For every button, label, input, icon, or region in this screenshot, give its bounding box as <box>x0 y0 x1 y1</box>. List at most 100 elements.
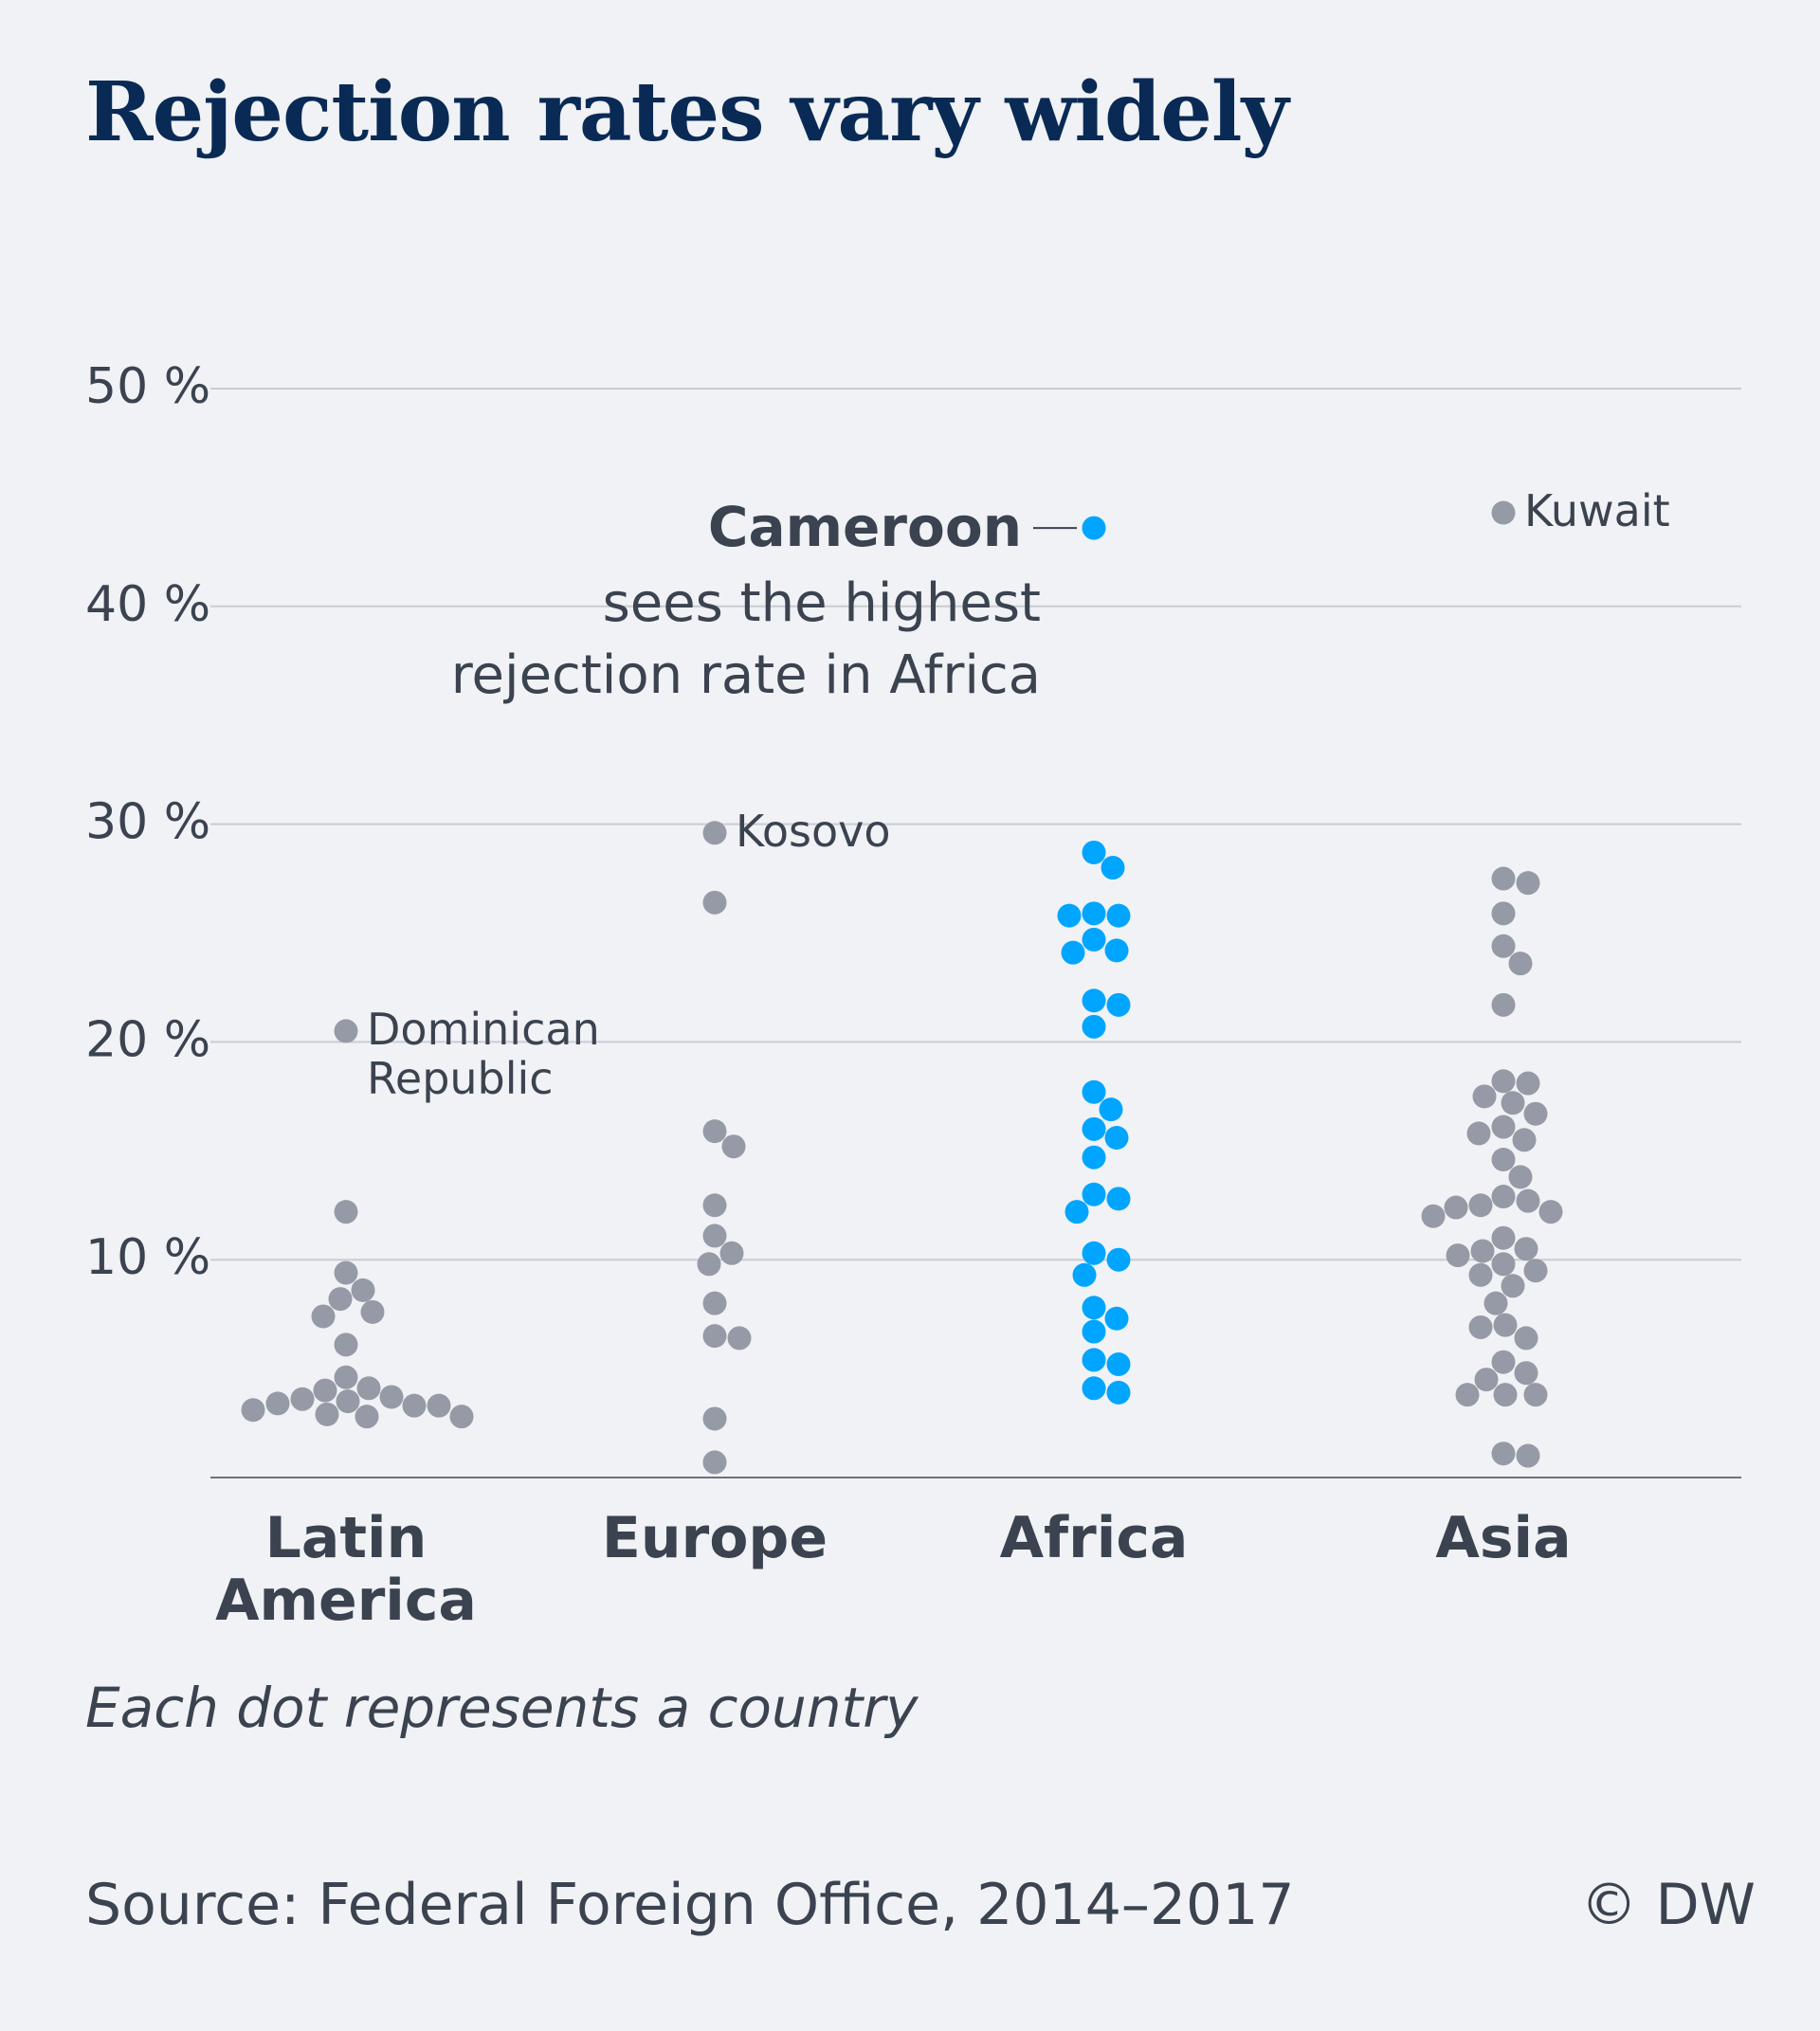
data-dot <box>702 1119 727 1144</box>
data-dot <box>702 890 727 915</box>
data-dot <box>1470 1239 1495 1263</box>
data-dot <box>1082 1376 1106 1401</box>
data-dot <box>1057 903 1082 928</box>
data-dot <box>1501 1274 1525 1298</box>
data-dot <box>1491 901 1516 926</box>
data-dot <box>1466 1121 1491 1146</box>
data-dot <box>1491 1115 1516 1139</box>
data-dot <box>1082 1241 1106 1265</box>
x-category-label: Europe <box>602 1505 828 1571</box>
data-dot <box>1491 992 1516 1017</box>
data-dot <box>360 1299 385 1324</box>
data-dot <box>1106 1247 1131 1272</box>
y-tick-label: 50 % <box>85 358 210 415</box>
data-dot <box>1491 1185 1516 1209</box>
data-dot <box>334 1365 358 1389</box>
data-dot <box>1491 1147 1516 1171</box>
data-dot <box>702 1291 727 1315</box>
data-dot <box>334 1333 358 1357</box>
data-dot <box>334 1200 358 1224</box>
data-dot <box>313 1378 337 1403</box>
data-dot <box>1065 1200 1089 1224</box>
data-dot <box>351 1278 375 1302</box>
chart-note: Each dot represents a country <box>85 1676 919 1740</box>
data-dot <box>1106 1380 1131 1405</box>
data-dot <box>311 1304 336 1329</box>
data-dot <box>1514 1237 1538 1261</box>
data-dot <box>1501 1091 1525 1115</box>
data-dot <box>1512 1128 1537 1152</box>
data-dot <box>1514 1361 1538 1386</box>
copyright-credit: © DW <box>1580 1872 1756 1938</box>
point-annotation: Kuwait <box>1524 485 1670 536</box>
data-dot <box>1493 1313 1518 1337</box>
data-dot <box>1106 1187 1131 1211</box>
data-dot <box>1468 1262 1493 1287</box>
data-dot <box>697 1252 721 1277</box>
data-dot <box>702 1406 727 1431</box>
data-dot <box>719 1241 744 1265</box>
data-dot <box>1516 871 1540 896</box>
data-dot <box>1082 1319 1106 1344</box>
data-dot <box>334 1019 358 1043</box>
callout-text: sees the highest <box>603 572 1041 634</box>
data-dot <box>702 1450 727 1475</box>
x-category-label: Latin <box>265 1505 428 1571</box>
x-category-label: Africa <box>1000 1505 1189 1571</box>
data-dot <box>1474 1368 1499 1392</box>
data-dot <box>1483 1291 1508 1315</box>
data-dot <box>727 1326 752 1351</box>
data-dot <box>1106 992 1131 1017</box>
data-dot <box>1106 903 1131 928</box>
data-dot <box>379 1385 404 1409</box>
data-dot <box>1491 1350 1516 1374</box>
data-dot <box>449 1405 474 1429</box>
data-dot <box>334 1260 358 1285</box>
data-dot <box>1523 1259 1548 1283</box>
point-annotation: Republic <box>367 1053 554 1104</box>
y-tick-label: 10 % <box>85 1229 210 1286</box>
data-dot <box>336 1389 360 1414</box>
data-dot <box>1082 1014 1106 1039</box>
data-dot <box>1082 1296 1106 1320</box>
data-dot <box>1516 1071 1540 1096</box>
data-dot <box>702 821 727 845</box>
chart-title: Rejection rates vary widely <box>85 64 1289 160</box>
data-dot <box>1468 1315 1493 1339</box>
data-dot <box>1508 1165 1533 1189</box>
data-dot <box>1082 988 1106 1013</box>
data-dot <box>1491 1252 1516 1277</box>
data-dot <box>1444 1195 1468 1220</box>
data-dot <box>1104 938 1129 963</box>
data-dot <box>1082 901 1106 926</box>
data-dot <box>702 1324 727 1349</box>
data-dot <box>1082 1182 1106 1206</box>
data-dot <box>1106 1352 1131 1377</box>
data-dot <box>1491 500 1516 525</box>
data-dot <box>1082 1145 1106 1170</box>
data-dot <box>402 1393 427 1418</box>
data-dot <box>1061 940 1085 965</box>
callout-text: rejection rate in Africa <box>451 644 1041 706</box>
data-dot <box>1514 1326 1538 1351</box>
callout-title: Cameroon <box>708 495 1022 559</box>
data-dot <box>1455 1383 1480 1407</box>
data-dot <box>1104 1306 1129 1331</box>
data-dot <box>290 1387 315 1411</box>
data-dot <box>1099 1097 1123 1122</box>
data-dot <box>702 1224 727 1248</box>
data-dot <box>1523 1383 1548 1407</box>
data-dot <box>1072 1262 1097 1287</box>
x-category-label: America <box>215 1568 477 1634</box>
data-dot <box>1516 1443 1540 1468</box>
data-dot <box>721 1134 746 1159</box>
data-dot <box>1082 927 1106 952</box>
data-dot <box>1421 1204 1446 1228</box>
data-dot <box>427 1393 451 1418</box>
data-dot <box>1523 1101 1548 1126</box>
data-dot <box>241 1398 265 1423</box>
data-dot <box>315 1402 339 1426</box>
y-tick-label: 20 % <box>85 1011 210 1068</box>
data-dot <box>1472 1084 1497 1109</box>
